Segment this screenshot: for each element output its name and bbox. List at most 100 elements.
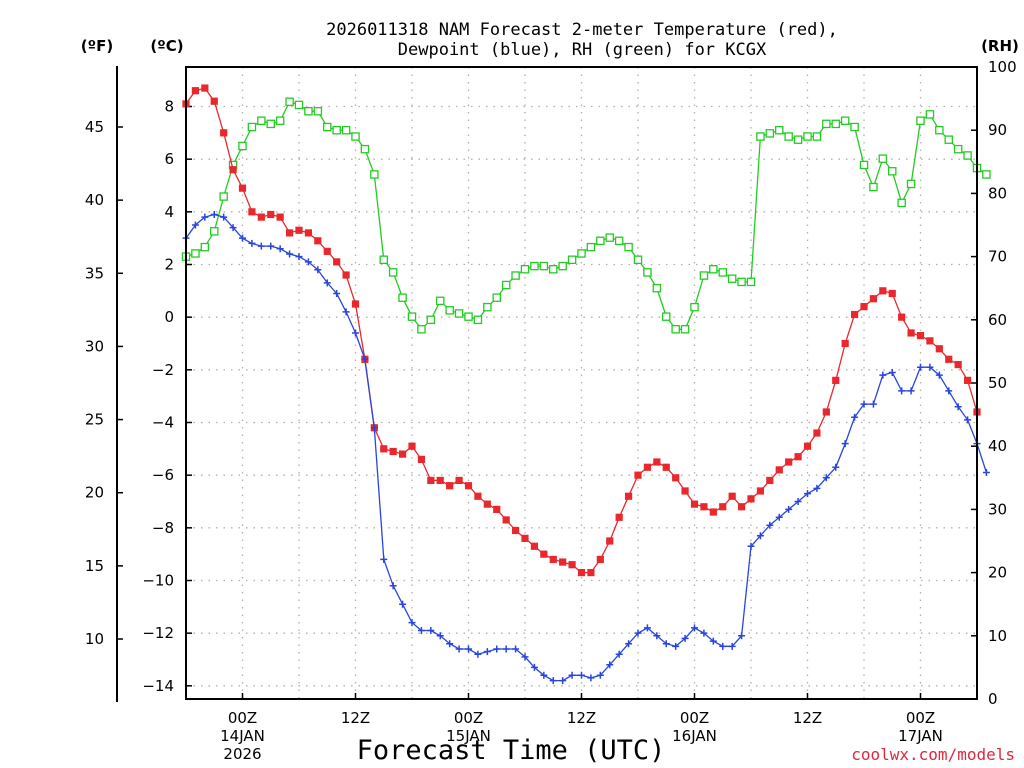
series-rh — [181, 97, 991, 334]
celsius-tick-label: −10 — [142, 572, 174, 590]
data-point — [700, 629, 708, 637]
data-point — [633, 255, 643, 265]
data-point — [408, 442, 416, 450]
data-point — [446, 482, 454, 490]
data-point — [869, 295, 878, 303]
data-point — [775, 466, 783, 474]
data-point — [841, 339, 849, 348]
data-point — [653, 632, 661, 640]
data-point — [784, 132, 793, 141]
x-axis-title: Forecast Time (UTC) — [357, 735, 666, 766]
fahrenheit-tick-label: 40 — [85, 191, 104, 209]
data-point — [906, 179, 916, 189]
data-point — [662, 640, 670, 648]
data-point — [982, 170, 991, 179]
data-point — [314, 266, 322, 274]
data-point — [813, 429, 821, 437]
data-point — [483, 302, 492, 312]
rh-tick-label: 60 — [988, 311, 1007, 329]
data-point — [323, 279, 331, 287]
data-point — [200, 242, 210, 252]
data-point — [455, 645, 463, 653]
data-point — [220, 213, 228, 221]
data-point — [747, 542, 755, 550]
data-point — [493, 645, 501, 653]
data-point — [370, 170, 379, 179]
data-point — [435, 296, 445, 306]
data-point — [652, 283, 662, 293]
data-point — [568, 671, 576, 679]
data-point — [248, 239, 256, 247]
credit-text: coolwx.com/models — [851, 745, 1015, 764]
data-point — [898, 313, 906, 321]
data-point — [851, 413, 859, 421]
data-point — [765, 129, 775, 138]
data-point — [286, 250, 294, 258]
data-point — [398, 293, 407, 302]
data-point — [850, 310, 859, 319]
data-point — [728, 492, 736, 500]
x-tick-date-label: 15JAN — [446, 727, 491, 745]
data-point — [209, 227, 219, 236]
data-point — [897, 198, 906, 208]
data-point — [860, 303, 868, 311]
data-point — [511, 526, 520, 535]
rh-tick-label: 100 — [988, 58, 1017, 76]
data-point — [549, 264, 558, 274]
data-point — [464, 312, 473, 321]
data-point — [766, 521, 774, 529]
data-point — [747, 495, 755, 503]
data-point — [474, 492, 482, 500]
data-point — [577, 249, 586, 258]
data-point — [963, 376, 972, 384]
data-point — [596, 555, 604, 564]
data-point — [964, 416, 972, 424]
data-point — [210, 97, 218, 105]
data-point — [615, 650, 623, 658]
data-point — [399, 600, 407, 608]
data-point — [342, 271, 350, 279]
data-point — [521, 534, 529, 542]
data-point — [945, 355, 953, 363]
data-point — [925, 110, 935, 119]
data-point — [587, 569, 595, 577]
data-point — [388, 268, 398, 277]
data-point — [643, 463, 652, 471]
data-point — [426, 315, 436, 325]
data-point — [464, 482, 473, 490]
rh-unit-label: (RH) — [981, 37, 1019, 55]
data-point — [361, 355, 369, 363]
data-point — [680, 325, 690, 334]
data-point — [596, 236, 605, 246]
data-point — [427, 476, 435, 485]
data-point — [879, 287, 887, 295]
data-point — [953, 144, 963, 154]
data-point — [322, 122, 332, 132]
data-point — [719, 503, 727, 511]
rh-tick-label: 80 — [988, 184, 1007, 202]
data-point — [201, 213, 209, 221]
celsius-tick-label: −4 — [152, 414, 174, 432]
data-point — [907, 387, 915, 395]
series-dewpoint — [182, 210, 990, 685]
data-point — [201, 84, 209, 92]
data-point — [606, 661, 614, 669]
data-point — [257, 116, 266, 125]
data-point — [530, 542, 539, 550]
data-point — [746, 277, 756, 287]
data-point — [229, 224, 237, 232]
data-point — [822, 408, 830, 416]
series-line — [185, 213, 988, 682]
data-point — [709, 264, 718, 274]
data-point — [737, 277, 746, 287]
data-point — [832, 376, 840, 384]
x-tick-label: 12Z — [341, 709, 370, 727]
data-point — [559, 677, 567, 685]
data-point — [625, 640, 633, 648]
celsius-tick-label: 6 — [164, 150, 174, 168]
data-point — [304, 229, 313, 237]
plot-frame — [185, 66, 978, 700]
data-point — [238, 184, 247, 192]
data-point — [483, 500, 491, 508]
data-point — [220, 129, 228, 137]
